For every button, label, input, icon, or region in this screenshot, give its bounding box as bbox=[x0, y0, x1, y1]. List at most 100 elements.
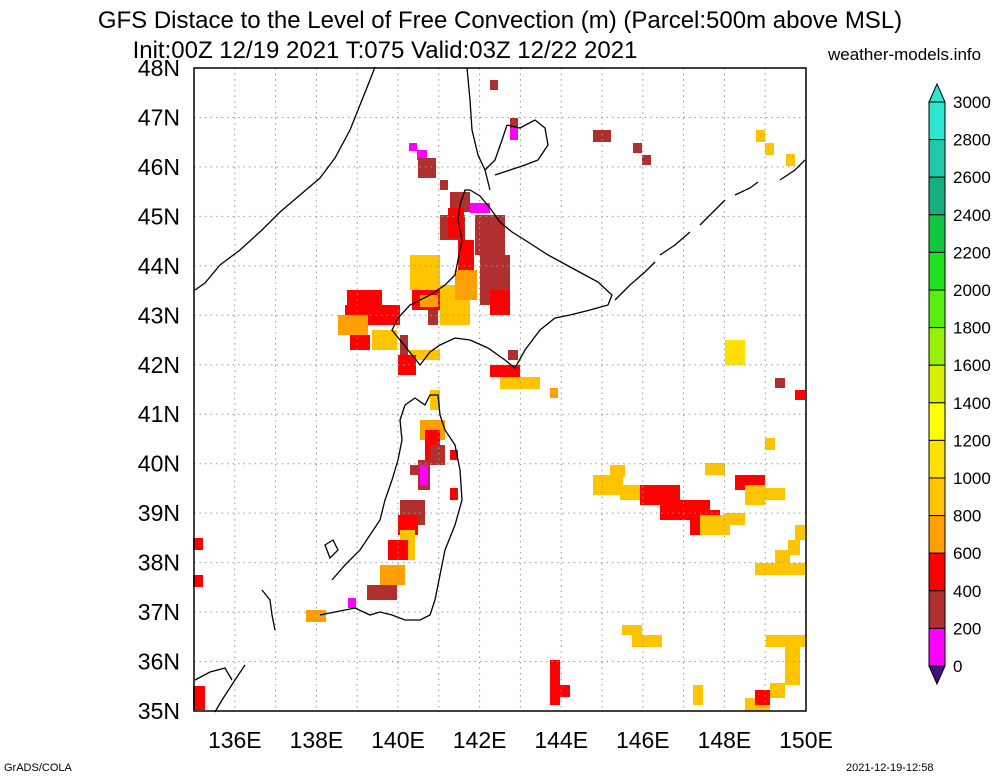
colorbar-segment bbox=[928, 477, 946, 517]
lat-label: 38N bbox=[138, 550, 180, 576]
lfc-cell bbox=[705, 463, 725, 475]
lfc-cell bbox=[633, 143, 642, 153]
lfc-cell bbox=[770, 683, 785, 698]
colorbar-label: 1800 bbox=[953, 319, 991, 338]
lfc-cell bbox=[755, 690, 770, 705]
lat-label: 46N bbox=[138, 154, 180, 180]
lfc-cell bbox=[455, 270, 477, 300]
lat-label: 41N bbox=[138, 401, 180, 427]
lfc-cell bbox=[593, 130, 611, 142]
kuril-coastline bbox=[614, 159, 806, 301]
lat-label: 40N bbox=[138, 451, 180, 477]
lfc-cell bbox=[470, 203, 490, 213]
lfc-cell bbox=[756, 130, 765, 142]
colorbar-segment bbox=[928, 251, 946, 291]
lfc-cell bbox=[430, 390, 440, 410]
chart-subtitle: Init:00Z 12/19 2021 T:075 Valid:03Z 12/2… bbox=[132, 37, 638, 64]
colorbar-segment bbox=[928, 289, 946, 329]
lat-label: 39N bbox=[138, 500, 180, 526]
colorbar-label: 800 bbox=[953, 507, 981, 526]
lfc-cell bbox=[765, 143, 774, 155]
colorbar-label: 2400 bbox=[953, 206, 991, 225]
colorbar-bottom-arrow bbox=[928, 665, 946, 686]
colorbar-segment bbox=[928, 515, 946, 554]
hokkaido-coastline bbox=[391, 189, 613, 369]
colorbar-segment bbox=[928, 402, 946, 441]
colorbar-label: 200 bbox=[953, 619, 981, 638]
colorbar-label: 1200 bbox=[953, 431, 991, 450]
colorbar-label: 1600 bbox=[953, 356, 991, 375]
lfc-cell bbox=[193, 538, 203, 550]
lfc-cell bbox=[490, 290, 510, 315]
lfc-cell bbox=[400, 335, 408, 360]
lfc-cell bbox=[558, 685, 570, 697]
sakhalin-coastline bbox=[466, 67, 549, 191]
lfc-cell bbox=[418, 158, 436, 178]
colorbar-segment bbox=[928, 364, 946, 404]
coastlines bbox=[194, 66, 806, 713]
lfc-cell bbox=[765, 488, 785, 500]
lfc-cell bbox=[766, 635, 806, 647]
lfc-cell bbox=[448, 208, 464, 238]
colorbar-label: 2800 bbox=[953, 131, 991, 150]
lfc-cell bbox=[420, 295, 438, 307]
lfc-cell bbox=[610, 465, 625, 477]
lat-label: 48N bbox=[138, 55, 180, 81]
lfc-cell bbox=[765, 438, 775, 450]
lfc-cell bbox=[450, 450, 458, 460]
lfc-cell bbox=[775, 550, 790, 565]
lfc-cell bbox=[693, 685, 703, 705]
asia-coastline bbox=[194, 66, 376, 291]
colorbar-segment bbox=[928, 327, 946, 366]
colorbar-label: 400 bbox=[953, 582, 981, 601]
lfc-cell bbox=[508, 350, 518, 360]
lfc-cell bbox=[775, 378, 785, 388]
colorbar-label: 1400 bbox=[953, 394, 991, 413]
lfc-cell bbox=[410, 465, 418, 475]
lat-label: 37N bbox=[138, 599, 180, 625]
colorbar-segment bbox=[928, 214, 946, 253]
lfc-cell bbox=[593, 475, 623, 495]
latitude-labels: 48N 47N 46N 45N 44N 43N 42N 41N 40N 39N 38N 37N 36N 3… bbox=[138, 55, 180, 724]
lfc-cell bbox=[380, 565, 405, 585]
lfc-cell bbox=[795, 390, 805, 400]
lfc-cell bbox=[440, 180, 448, 190]
lfc-cell bbox=[725, 340, 745, 365]
colorbar-segment bbox=[928, 176, 946, 216]
lat-label: 43N bbox=[138, 302, 180, 328]
lon-label: 148E bbox=[698, 727, 752, 753]
lfc-cell bbox=[622, 625, 642, 635]
lfc-cell bbox=[550, 388, 558, 398]
sado-island bbox=[324, 539, 339, 560]
lat-label: 35N bbox=[138, 698, 180, 724]
lfc-cell bbox=[410, 255, 440, 290]
lfc-cell bbox=[510, 118, 518, 128]
lfc-cell bbox=[725, 513, 745, 525]
lfc-cell bbox=[700, 515, 730, 535]
colorbar-label: 1000 bbox=[953, 469, 991, 488]
colorbar-label: 3000 bbox=[953, 93, 991, 112]
map-frame bbox=[193, 67, 807, 712]
site-credit: weather-models.info bbox=[828, 45, 982, 64]
lfc-cell bbox=[193, 686, 205, 710]
lfc-cell bbox=[490, 80, 498, 90]
lat-label: 45N bbox=[138, 203, 180, 229]
footer-software: GrADS/COLA bbox=[4, 762, 72, 774]
lfc-cell bbox=[475, 215, 505, 255]
honshu-coastline bbox=[319, 394, 463, 621]
colorbar-segment bbox=[928, 439, 946, 479]
lon-label: 136E bbox=[208, 727, 262, 753]
lfc-cell bbox=[348, 598, 356, 608]
lfc-cell bbox=[632, 635, 662, 647]
colorbar-segment bbox=[928, 627, 946, 667]
lfc-cell bbox=[428, 310, 438, 325]
lfc-cell bbox=[306, 610, 326, 622]
west-coast bbox=[194, 667, 233, 681]
lfc-cell bbox=[420, 465, 428, 485]
lfc-cell bbox=[347, 290, 382, 305]
colorbar-segment bbox=[928, 590, 946, 629]
lat-label: 44N bbox=[138, 253, 180, 279]
lfc-cell bbox=[372, 330, 397, 350]
lfc-cell bbox=[450, 192, 470, 212]
